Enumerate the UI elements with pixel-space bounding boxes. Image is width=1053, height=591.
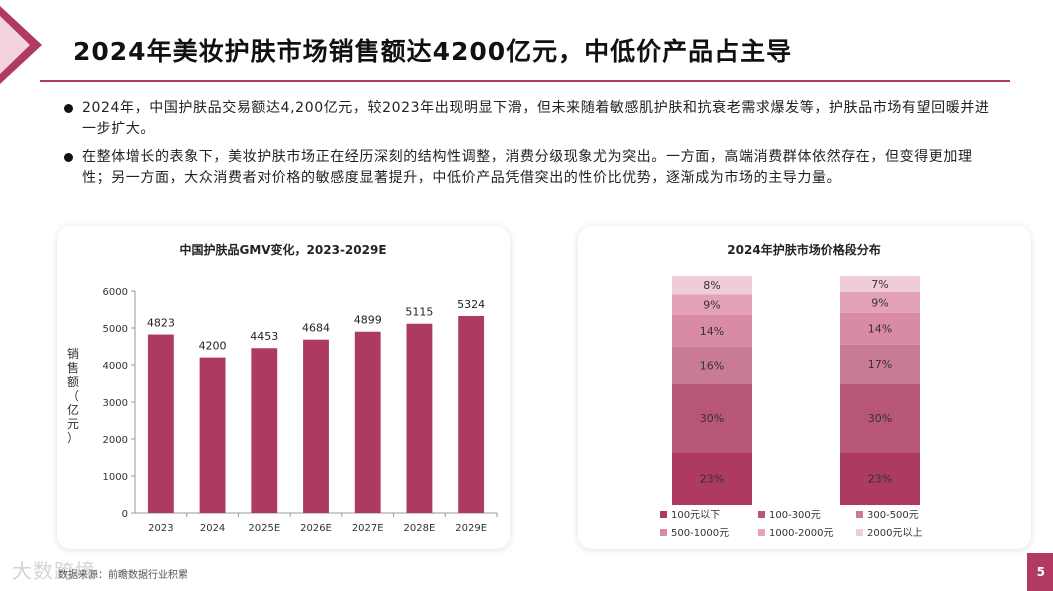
page-number-badge xyxy=(1027,553,1053,591)
bar-value-label: 4200 xyxy=(199,340,227,353)
y-tick-label: 3000 xyxy=(103,398,128,409)
legend-swatch xyxy=(660,529,667,536)
bullet-dot-icon xyxy=(64,104,73,113)
slide-title: 2024年美妆护肤市场销售额达4200亿元，中低价产品占主导 xyxy=(73,37,793,66)
bar-value-label: 4823 xyxy=(147,317,175,330)
price-distribution-card: 2024年护肤市场价格段分布 23% 30% 16% 14% 9% 8% 23% 30% 17% 1… xyxy=(578,226,1031,549)
bar xyxy=(354,331,381,513)
x-tick-label: 2024 xyxy=(200,523,225,534)
x-tick-label: 2026E xyxy=(300,523,332,534)
x-tick-label: 2028E xyxy=(404,523,436,534)
stacked-bar-segment xyxy=(672,314,752,347)
segment-value-label: 8% xyxy=(703,279,720,292)
chart-title: 中国护肤品GMV变化，2023-2029E xyxy=(179,242,386,257)
bar xyxy=(251,348,278,513)
stacked-bar-segment xyxy=(840,276,920,293)
stacked-bar-segment xyxy=(840,452,920,505)
stacked-bar-segment xyxy=(840,312,920,345)
legend-swatch xyxy=(856,529,863,536)
bar xyxy=(199,357,226,513)
legend-label: 500-1000元 xyxy=(671,528,729,539)
stacked-bar-segment xyxy=(672,294,752,315)
stacked-bar-segment xyxy=(840,344,920,384)
stacked-bar-segment xyxy=(672,276,752,295)
stacked-bar-segment xyxy=(672,452,752,505)
bar-value-label: 5115 xyxy=(405,306,433,319)
data-source: 数据来源：前瞻数据行业积累 xyxy=(58,570,188,581)
title-divider xyxy=(40,80,1010,82)
segment-value-label: 23% xyxy=(868,473,892,486)
page-number: 5 xyxy=(1036,565,1045,579)
bullet-list: 2024年，中国护肤品交易额达4,200亿元，较2023年出现明显下滑，但未来随… xyxy=(62,98,992,196)
segment-value-label: 30% xyxy=(700,412,724,425)
segment-value-label: 7% xyxy=(871,278,888,291)
y-axis-label: 销售额（亿元） xyxy=(67,347,79,445)
stacked-bar-segment xyxy=(840,383,920,453)
segment-value-label: 17% xyxy=(868,358,892,371)
watermark: 大数跨境 xyxy=(12,559,96,583)
segment-value-label: 16% xyxy=(700,359,724,372)
x-tick-label: 2023 xyxy=(148,523,173,534)
segment-value-label: 14% xyxy=(700,325,724,338)
legend-label: 2000元以上 xyxy=(867,527,922,539)
y-tick-label: 1000 xyxy=(103,472,128,483)
legend-swatch xyxy=(758,529,765,536)
stacked-bar-segment xyxy=(672,346,752,384)
segment-value-label: 9% xyxy=(871,296,888,309)
legend-swatch xyxy=(660,511,667,518)
segment-value-label: 30% xyxy=(868,412,892,425)
segment-value-label: 14% xyxy=(868,323,892,336)
bar-value-label: 4453 xyxy=(250,330,278,343)
bar xyxy=(406,323,433,513)
legend-label: 1000-2000元 xyxy=(769,528,834,539)
bullet-text: 2024年，中国护肤品交易额达4,200亿元，较2023年出现明显下滑，但未来随… xyxy=(82,100,990,137)
segment-value-label: 9% xyxy=(703,299,720,312)
stacked-bar-segment xyxy=(840,292,920,313)
x-tick-label: 2025E xyxy=(248,523,280,534)
bullet-text: 在整体增长的表象下，美妆护肤市场正在经历深刻的结构性调整，消费分级现象尤为突出。… xyxy=(82,149,973,186)
legend-label: 100-300元 xyxy=(769,510,821,521)
y-tick-label: 4000 xyxy=(103,361,128,372)
bullet-item: 2024年，中国护肤品交易额达4,200亿元，较2023年出现明显下滑，但未来随… xyxy=(62,98,992,140)
stacked-bar-segment xyxy=(672,383,752,453)
legend-swatch xyxy=(856,511,863,518)
bar-value-label: 4684 xyxy=(302,322,330,335)
segment-value-label: 23% xyxy=(700,473,724,486)
y-tick-label: 0 xyxy=(122,509,128,520)
bar xyxy=(147,334,174,513)
y-tick-label: 6000 xyxy=(103,287,128,298)
legend-label: 100元以下 xyxy=(671,510,720,521)
gmv-bar-chart: 中国护肤品GMV变化，2023-2029E 0 1000 2000 3000 4000 50… xyxy=(67,242,498,534)
bar-value-label: 4899 xyxy=(354,314,382,327)
chart-title: 2024年护肤市场价格段分布 xyxy=(727,242,880,257)
bullet-dot-icon xyxy=(64,153,73,162)
y-tick-label: 2000 xyxy=(103,435,128,446)
y-tick-label: 5000 xyxy=(103,324,128,335)
x-tick-label: 2029E xyxy=(455,523,487,534)
bar xyxy=(303,339,329,513)
bullet-item: 在整体增长的表象下，美妆护肤市场正在经历深刻的结构性调整，消费分级现象尤为突出。… xyxy=(62,147,992,189)
price-stacked-bar-chart: 2024年护肤市场价格段分布 23% 30% 16% 14% 9% 8% 23% 30% 17% 1… xyxy=(660,242,922,539)
legend-swatch xyxy=(758,511,765,518)
legend-label: 300-500元 xyxy=(867,510,919,521)
bar-value-label: 5324 xyxy=(457,298,485,311)
corner-arrow-decoration xyxy=(0,6,42,84)
x-tick-label: 2027E xyxy=(352,523,384,534)
gmv-chart-card: 中国护肤品GMV变化，2023-2029E 0 1000 2000 3000 4000 50… xyxy=(57,226,510,549)
bar xyxy=(458,316,485,513)
